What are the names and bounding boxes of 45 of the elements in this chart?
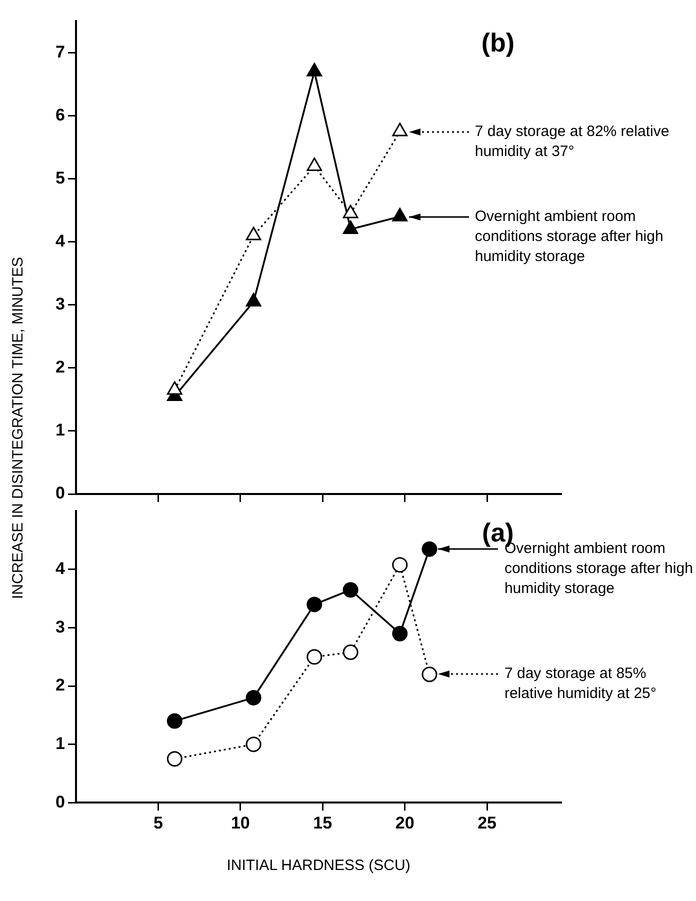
point [342,204,358,218]
y-tick-label: 2 [56,358,65,377]
y-tick-label: 1 [56,420,65,440]
x-tick-label: 25 [478,813,496,832]
chart-title: (b) [481,27,515,58]
point [306,649,322,665]
point [166,713,182,729]
point [166,381,182,395]
point [392,208,408,222]
x-axis-title: INITIAL HARDNESS (SCU) [226,857,410,874]
legend-label: 7 day storage at 82% relative humidity at 37° [474,122,670,162]
y-axis-title: INCREASE IN DISINTEGRATION TIME, MINUTES [10,257,26,599]
y-tick-label: 4 [56,559,66,578]
point [246,736,262,752]
point [342,220,358,234]
point [246,690,262,706]
point [306,596,322,612]
y-tick-label: 0 [56,792,65,812]
point [246,226,262,240]
x-tick-label: 5 [153,813,163,832]
point [246,292,262,306]
point [392,557,408,573]
y-tick-label: 5 [56,168,65,188]
point [342,644,358,660]
y-tick-label: 0 [56,484,65,503]
point [422,666,438,682]
point [342,582,358,598]
y-tick-label: 3 [56,617,65,636]
x-tick-label: 15 [313,813,332,832]
y-tick-label: 2 [56,676,65,695]
y-tick-label: 3 [56,294,65,314]
point [392,626,408,642]
y-tick-label: 4 [56,232,66,251]
y-tick-label: 1 [56,734,65,754]
y-tick-label: 6 [56,105,65,124]
point [422,541,438,557]
legend-label: 7 day storage at 85% relative humidity at 25° [504,664,658,704]
y-tick-label: 7 [56,42,65,62]
point [392,122,408,136]
x-tick-label: 20 [395,813,414,832]
point [166,751,182,767]
x-tick-label: 10 [230,813,250,832]
legend-label: Overnight ambient room conditions storage after high humidity storage [474,206,664,267]
point [306,157,322,171]
point [306,62,322,76]
